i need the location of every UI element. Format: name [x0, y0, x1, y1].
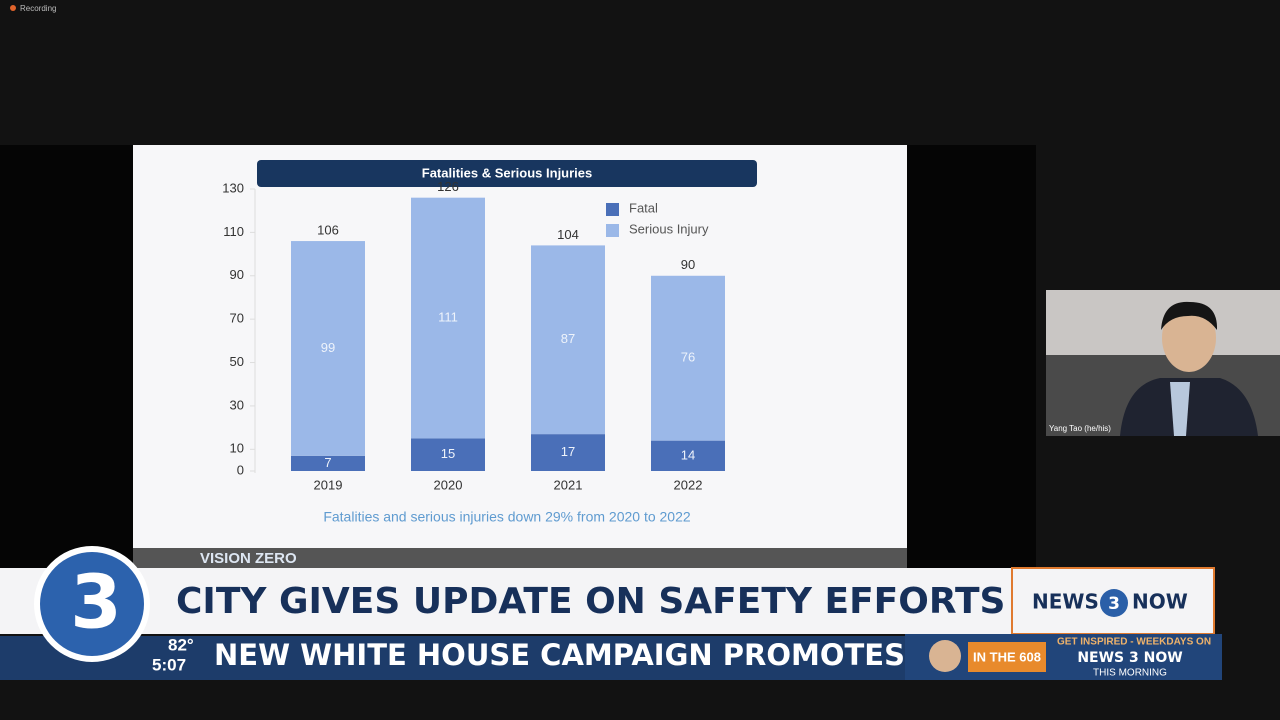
headline-bar [0, 568, 1012, 634]
legend-swatch [606, 203, 619, 216]
value-label: 7 [324, 455, 331, 470]
x-tick-label: 2022 [674, 477, 703, 492]
bar-segment [411, 197, 485, 439]
promo-show-box [968, 642, 1046, 672]
legend-label: Serious Injury [629, 221, 709, 236]
total-label: 90 [681, 257, 695, 272]
value-label: 76 [681, 350, 695, 365]
y-tick-label: 90 [230, 267, 244, 282]
bar-segment [651, 275, 725, 441]
legend-swatch [606, 224, 619, 237]
brand-left: NEWS [1032, 590, 1099, 614]
person-body [1120, 378, 1258, 436]
value-label: 87 [561, 331, 575, 346]
brand-number: 3 [1108, 594, 1120, 614]
chart-title: Fatalities & Serious Injuries [422, 165, 593, 180]
x-tick-label: 2020 [434, 477, 463, 492]
total-label: 104 [557, 227, 579, 242]
promo-subtitle: THIS MORNING [1093, 668, 1167, 679]
bar-segment [291, 241, 365, 456]
y-tick-label: 50 [230, 354, 244, 369]
y-tick-label: 110 [223, 224, 244, 239]
temperature: 82° [168, 635, 194, 654]
y-tick-label: 10 [230, 441, 244, 456]
total-label: 126 [437, 179, 459, 194]
promo-brand: NEWS 3 NOW [1077, 650, 1182, 666]
value-label: 15 [441, 446, 455, 461]
y-tick-label: 70 [230, 311, 244, 326]
total-label: 106 [317, 222, 339, 237]
bar-segment [411, 438, 485, 471]
recording-label: Recording [20, 4, 56, 13]
x-tick-label: 2021 [554, 477, 583, 492]
bar-segment [531, 245, 605, 435]
x-tick-label: 2019 [314, 477, 343, 492]
bar-segment [651, 440, 725, 471]
person-head [1162, 304, 1216, 372]
ticker-bar [0, 636, 905, 680]
promo-anchor [929, 640, 961, 672]
headline: CITY GIVES UPDATE ON SAFETY EFFORTS [176, 581, 1005, 622]
participant-name: Yang Tao (he/his) [1049, 424, 1111, 433]
logo-circle [40, 552, 144, 656]
legend-label: Fatal [629, 200, 658, 215]
ticker: NEW WHITE HOUSE CAMPAIGN PROMOTES A [214, 638, 938, 672]
value-label: 111 [438, 310, 458, 325]
y-tick-label: 130 [222, 180, 244, 195]
promo-show: IN THE 608 [973, 649, 1041, 664]
value-label: 14 [681, 447, 695, 462]
value-label: 17 [561, 444, 575, 459]
bar-segment [531, 434, 605, 471]
chart-title-bar [257, 160, 757, 187]
slide-footer-bar [133, 548, 907, 568]
promo-tagline: GET INSPIRED - WEEKDAYS ON [1057, 637, 1211, 648]
slide [133, 145, 907, 550]
slide-footer: VISION ZERO [200, 550, 297, 567]
chart-caption: Fatalities and serious injuries down 29%… [323, 509, 691, 525]
bar-segment [291, 455, 365, 471]
value-label: 99 [321, 340, 335, 355]
brand-circle [1100, 589, 1128, 617]
y-tick-label: 30 [230, 397, 244, 412]
y-tick-label: 0 [237, 462, 244, 477]
person-hair [1161, 301, 1218, 330]
time: 5:07 [152, 655, 186, 674]
person-shirt [1170, 382, 1190, 436]
brand-right: NOW [1132, 590, 1188, 614]
record-dot [10, 5, 16, 11]
station-number: 3 [70, 560, 122, 646]
